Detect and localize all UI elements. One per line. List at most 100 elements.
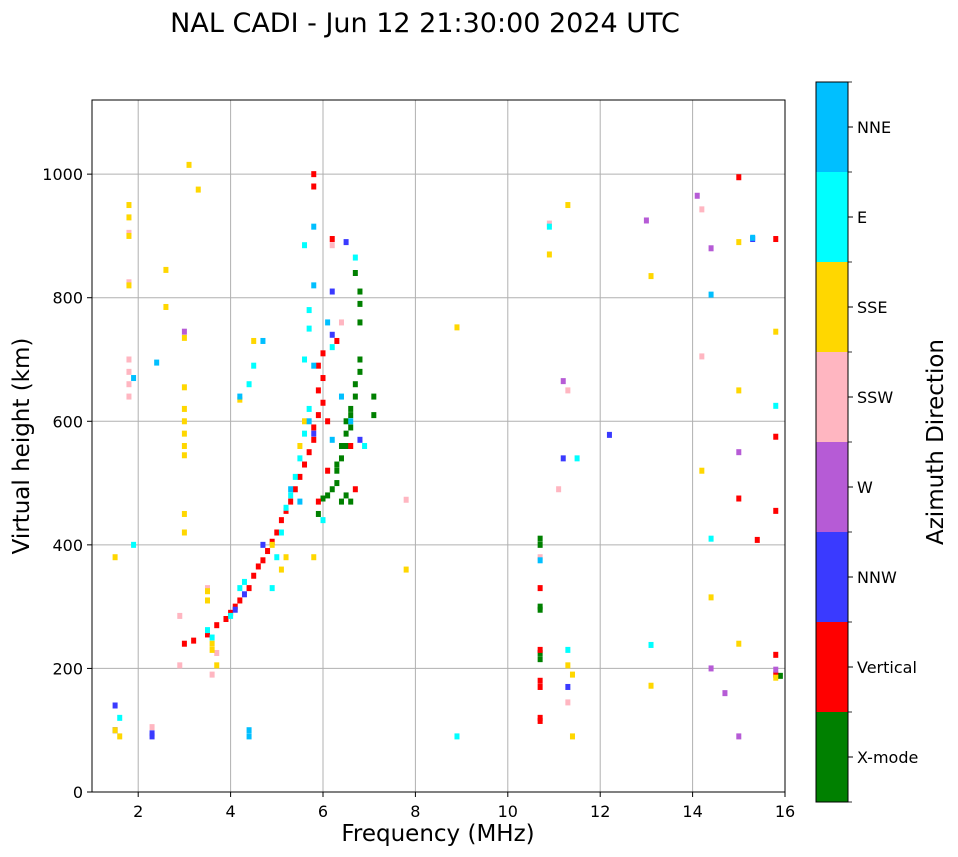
data-point — [283, 507, 289, 514]
series-e — [117, 223, 779, 740]
data-point — [311, 171, 317, 178]
data-point — [537, 554, 543, 561]
data-point — [241, 591, 247, 598]
data-point — [352, 270, 358, 276]
data-point — [606, 431, 612, 438]
data-point — [126, 202, 132, 209]
y-tick-label: 0 — [73, 783, 83, 802]
data-point — [736, 174, 742, 181]
data-point — [306, 449, 312, 456]
data-point — [736, 239, 742, 246]
data-point — [302, 418, 308, 425]
data-point — [181, 640, 187, 647]
data-point — [292, 473, 298, 480]
data-point — [537, 683, 543, 690]
data-point — [334, 480, 340, 487]
data-point — [320, 375, 326, 382]
data-point — [283, 504, 289, 511]
data-point — [274, 529, 280, 536]
data-point — [565, 683, 571, 690]
data-point — [311, 223, 317, 230]
colorbar-tick-label: W — [857, 478, 873, 497]
data-point — [278, 566, 284, 573]
colorbar-tick-label: NNE — [857, 118, 891, 137]
data-point — [260, 557, 266, 564]
data-point — [329, 331, 335, 338]
data-point — [205, 588, 210, 595]
x-axis-label: Frequency (MHz) — [341, 821, 534, 847]
data-point — [311, 554, 317, 561]
data-point — [246, 733, 252, 740]
data-point — [320, 517, 326, 524]
data-point — [311, 424, 317, 431]
data-point — [181, 510, 187, 517]
data-point — [708, 291, 714, 298]
data-point — [260, 337, 266, 344]
data-point — [306, 405, 312, 412]
data-point — [232, 603, 238, 610]
data-point — [237, 393, 243, 400]
data-point — [126, 356, 132, 363]
data-point — [773, 674, 779, 681]
data-point — [205, 585, 210, 592]
data-point — [537, 646, 543, 653]
data-point — [565, 646, 571, 653]
data-point — [537, 606, 543, 613]
data-point — [773, 402, 779, 409]
data-point — [736, 387, 742, 394]
data-point — [311, 430, 317, 437]
data-point — [338, 498, 344, 505]
data-point — [269, 538, 275, 545]
colorbar-tick-label: NNW — [857, 568, 897, 587]
colorbar-segment — [816, 712, 848, 802]
data-point — [371, 393, 377, 400]
data-point — [181, 384, 187, 391]
data-point — [338, 393, 344, 400]
data-point — [149, 724, 155, 731]
y-axis: 0 200 400 600 800 1000 — [42, 165, 92, 802]
data-point — [773, 433, 779, 440]
data-point — [302, 430, 308, 437]
colorbar-tick-label: SSW — [857, 388, 893, 407]
data-point — [181, 452, 187, 459]
data-point — [205, 631, 210, 638]
data-point — [269, 585, 275, 592]
data-point — [454, 733, 460, 740]
data-point — [320, 399, 326, 406]
colorbar-frame — [815, 81, 849, 803]
data-point — [315, 498, 321, 505]
data-point — [708, 594, 714, 601]
y-tick-label: 600 — [52, 412, 83, 431]
data-point — [643, 217, 649, 224]
data-point — [343, 239, 349, 246]
data-point — [736, 640, 742, 647]
data-point — [315, 362, 321, 369]
data-point — [325, 319, 331, 326]
data-point — [205, 597, 210, 604]
data-point — [209, 640, 215, 647]
data-point — [357, 288, 363, 295]
data-point — [288, 486, 294, 493]
data-point — [237, 597, 243, 604]
data-point — [181, 443, 187, 449]
data-point — [329, 236, 335, 243]
plot-area — [92, 100, 785, 792]
data-point — [352, 381, 358, 388]
data-point — [149, 733, 155, 740]
data-point — [565, 699, 571, 706]
data-point — [302, 242, 308, 249]
data-point — [181, 418, 187, 425]
data-point — [537, 557, 543, 564]
data-point — [315, 412, 321, 419]
data-point — [708, 245, 714, 252]
data-point — [352, 393, 358, 400]
x-tick-label: 14 — [682, 802, 702, 821]
y-tick-label: 200 — [52, 659, 83, 678]
data-point — [348, 498, 354, 505]
data-point — [773, 671, 779, 678]
grid-lines — [92, 100, 785, 792]
data-point — [181, 405, 187, 412]
data-point — [237, 585, 243, 592]
data-point — [302, 356, 308, 363]
data-point — [403, 566, 409, 573]
